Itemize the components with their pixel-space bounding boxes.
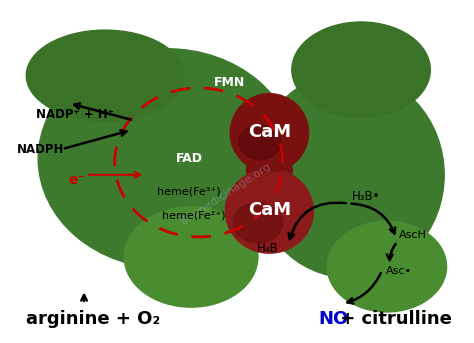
Text: NADP⁺ + H⁺: NADP⁺ + H⁺ [36, 108, 114, 121]
Text: CaM: CaM [248, 123, 291, 141]
Text: AscH: AscH [399, 230, 427, 240]
Text: FAD: FAD [176, 152, 203, 165]
Text: arginine + O₂: arginine + O₂ [27, 310, 161, 328]
Ellipse shape [124, 207, 258, 307]
Ellipse shape [230, 94, 309, 172]
Text: e⁻: e⁻ [69, 173, 86, 187]
Ellipse shape [292, 22, 430, 118]
Ellipse shape [233, 203, 283, 243]
Text: themedicinage.org: themedicinage.org [180, 161, 273, 227]
Ellipse shape [26, 30, 184, 121]
Text: heme(Fe²⁺): heme(Fe²⁺) [162, 211, 226, 221]
Text: NO: NO [318, 310, 348, 328]
Text: Asc•: Asc• [386, 266, 412, 276]
Ellipse shape [253, 72, 444, 277]
Text: H₃B•: H₃B• [352, 190, 380, 203]
Text: H₄B: H₄B [256, 242, 278, 255]
Text: FMN: FMN [214, 76, 245, 89]
Ellipse shape [38, 49, 296, 269]
Text: + citrulline: + citrulline [334, 310, 452, 328]
Text: CaM: CaM [248, 201, 291, 219]
Text: heme(Fe³⁺): heme(Fe³⁺) [157, 186, 221, 196]
Ellipse shape [246, 155, 292, 185]
Ellipse shape [239, 125, 281, 159]
Ellipse shape [226, 169, 313, 253]
Ellipse shape [327, 221, 447, 312]
Text: NADPH: NADPH [17, 143, 64, 156]
